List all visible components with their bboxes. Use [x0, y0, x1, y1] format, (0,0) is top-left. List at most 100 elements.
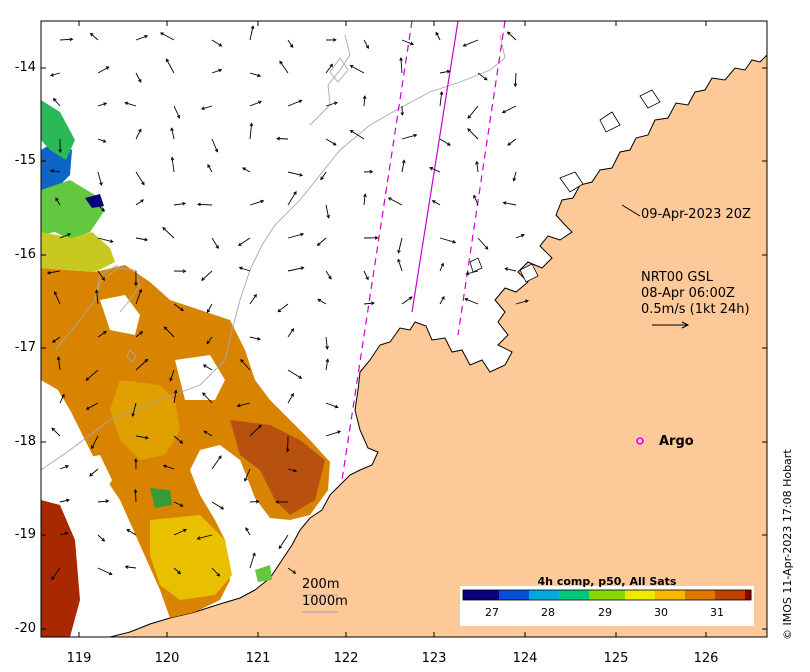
current-vector [135, 35, 148, 41]
current-vector-head [256, 336, 261, 341]
current-vector-head [218, 455, 222, 460]
current-vector-head [138, 128, 142, 133]
current-vector [54, 291, 61, 305]
current-vector-head [201, 277, 205, 281]
colorbar-segment [727, 590, 734, 600]
current-vector [97, 66, 110, 74]
current-vector-head [238, 266, 243, 271]
current-vector [211, 567, 220, 577]
current-vector [132, 402, 137, 417]
current-vector [363, 39, 369, 49]
colorbar-segment [667, 590, 674, 600]
current-vector-head [218, 43, 223, 47]
current-vector [135, 199, 144, 206]
current-vector [325, 102, 338, 107]
colorbar-segment [673, 590, 680, 600]
current-vector [249, 294, 257, 305]
current-vector [202, 392, 213, 404]
colorbar-segment [649, 590, 656, 600]
current-vector [503, 202, 517, 206]
current-vector-head [439, 91, 444, 95]
isobath-200-label: 200m [302, 577, 340, 592]
colorbar-segment [577, 590, 584, 600]
current-vector [206, 336, 213, 344]
colorbar-segment [547, 590, 554, 600]
current-vector [363, 194, 366, 206]
current-vector-head [173, 389, 178, 394]
current-vector-head [276, 136, 280, 141]
current-vector [166, 58, 175, 74]
current-vector-head [413, 133, 418, 138]
current-vector [249, 552, 256, 569]
current-vector [135, 129, 142, 140]
current-vector-head [362, 95, 367, 100]
current-vector-head [162, 464, 167, 469]
current-vector [277, 303, 289, 313]
x-tick-label: 121 [245, 651, 271, 666]
current-vector-head [102, 139, 107, 143]
current-vector-head [206, 309, 211, 314]
current-vector-head [215, 245, 219, 250]
colorbar-segment [709, 590, 716, 600]
colorbar-segment [685, 590, 692, 600]
current-vector-head [139, 331, 144, 335]
current-vector [249, 26, 254, 41]
current-vector-head [277, 308, 282, 313]
current-vector-head [501, 109, 506, 114]
x-tick-label: 122 [333, 651, 359, 666]
current-vector-head [333, 101, 338, 106]
current-vector-head [126, 528, 131, 533]
current-vector [287, 369, 302, 379]
colorbar-segment [487, 590, 494, 600]
current-vector [237, 402, 251, 407]
colorbar-segment [697, 590, 704, 600]
current-vector [207, 164, 213, 173]
current-vector [287, 39, 294, 48]
current-vector [429, 167, 441, 173]
current-vector [173, 435, 183, 444]
current-vector [57, 357, 61, 371]
colorbar-segment [559, 590, 566, 600]
pass-time-leader [621, 204, 641, 217]
current-vector [97, 534, 105, 542]
colorbar-tick-label: 29 [598, 606, 612, 619]
current-vector-head [94, 289, 99, 294]
colorbar-segment [541, 590, 548, 600]
current-vector [173, 529, 187, 536]
current-vector [477, 237, 489, 250]
current-vector-head [475, 160, 479, 165]
current-vector-head [298, 375, 303, 379]
current-vector [287, 393, 294, 404]
current-vector-head [250, 25, 255, 30]
current-vector [135, 171, 145, 185]
current-vector [325, 64, 333, 74]
colorbar-segment [721, 590, 728, 600]
current-vector [439, 296, 445, 305]
current-vector [439, 263, 444, 272]
current-vector-head [218, 68, 223, 73]
current-vector-head [124, 565, 129, 569]
current-vector [90, 33, 99, 41]
current-vector [211, 39, 222, 47]
current-vector-head [238, 242, 242, 246]
current-vector [163, 465, 175, 470]
current-vector-head [397, 249, 401, 254]
current-vector-head [502, 201, 507, 205]
current-vector-head [446, 142, 451, 146]
colorbar-segment [499, 590, 506, 600]
colorbar-tick-label: 27 [485, 606, 499, 619]
current-vector-head [397, 258, 401, 263]
current-vector [325, 430, 341, 437]
current-vector [325, 270, 332, 280]
current-vector-head [374, 236, 379, 240]
current-vector [135, 289, 142, 305]
y-tick-label: -14 [14, 60, 36, 75]
current-vector-head [182, 269, 187, 273]
current-vector [463, 39, 479, 47]
colorbar-segment [583, 590, 590, 600]
current-vector [401, 296, 413, 305]
current-vector-head [180, 307, 184, 312]
current-vector [135, 237, 148, 241]
current-vector-head [512, 177, 517, 182]
